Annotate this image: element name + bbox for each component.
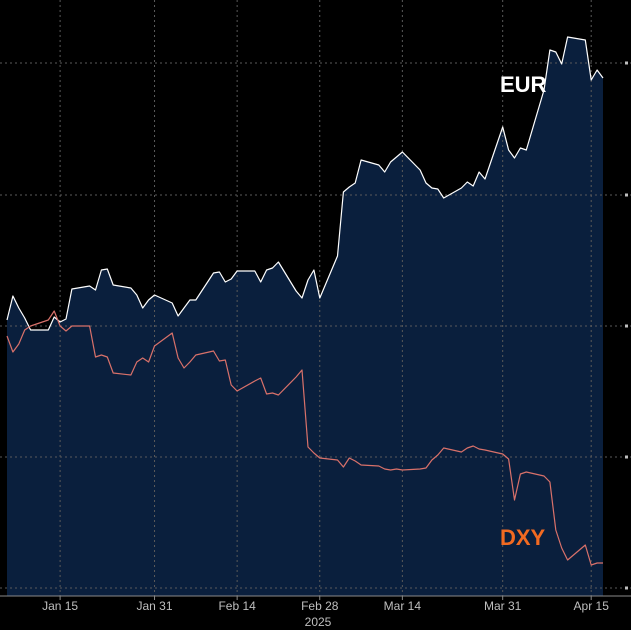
x-tick-layer: Jan 15 Jan 31 Feb 14 Feb 28 Mar 14 Mar 31 Apr … — [42, 596, 609, 613]
x-tick-label: Jan 15 — [42, 599, 78, 613]
grid-layer — [0, 0, 631, 596]
x-tick-label: Feb 28 — [301, 599, 339, 613]
y-tick-mark — [625, 586, 628, 590]
series-label-dxy: DXY — [500, 525, 546, 550]
y-tick-mark — [625, 193, 628, 197]
series-line-eur — [6, 36, 604, 331]
y-tick-mark — [625, 455, 628, 459]
x-axis-year-label: 2025 — [305, 615, 332, 629]
eur-area-fill — [7, 37, 603, 596]
x-tick-label: Apr 15 — [574, 599, 610, 613]
x-tick-label: Mar 31 — [484, 599, 522, 613]
x-tick-label: Jan 31 — [137, 599, 173, 613]
y-tick-mark — [625, 324, 628, 328]
x-tick-label: Mar 14 — [384, 599, 422, 613]
area-fill-layer — [7, 37, 603, 596]
series-line-dxy — [6, 310, 603, 566]
x-tick-label: Feb 14 — [218, 599, 256, 613]
y-tick-mark — [625, 61, 628, 65]
series-label-eur: EUR — [500, 72, 547, 97]
series-line-layer — [6, 36, 604, 566]
